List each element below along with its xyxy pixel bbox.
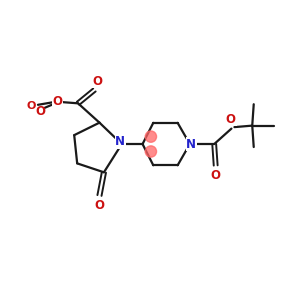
Text: O: O [26, 101, 36, 111]
Text: O: O [211, 169, 221, 182]
Text: O: O [35, 105, 45, 118]
Text: O: O [52, 95, 62, 108]
Text: N: N [186, 138, 196, 151]
Text: O: O [94, 199, 104, 212]
Text: N: N [115, 135, 125, 148]
Circle shape [145, 146, 157, 157]
Text: O: O [226, 112, 236, 126]
Circle shape [145, 131, 157, 142]
Text: O: O [92, 75, 102, 88]
